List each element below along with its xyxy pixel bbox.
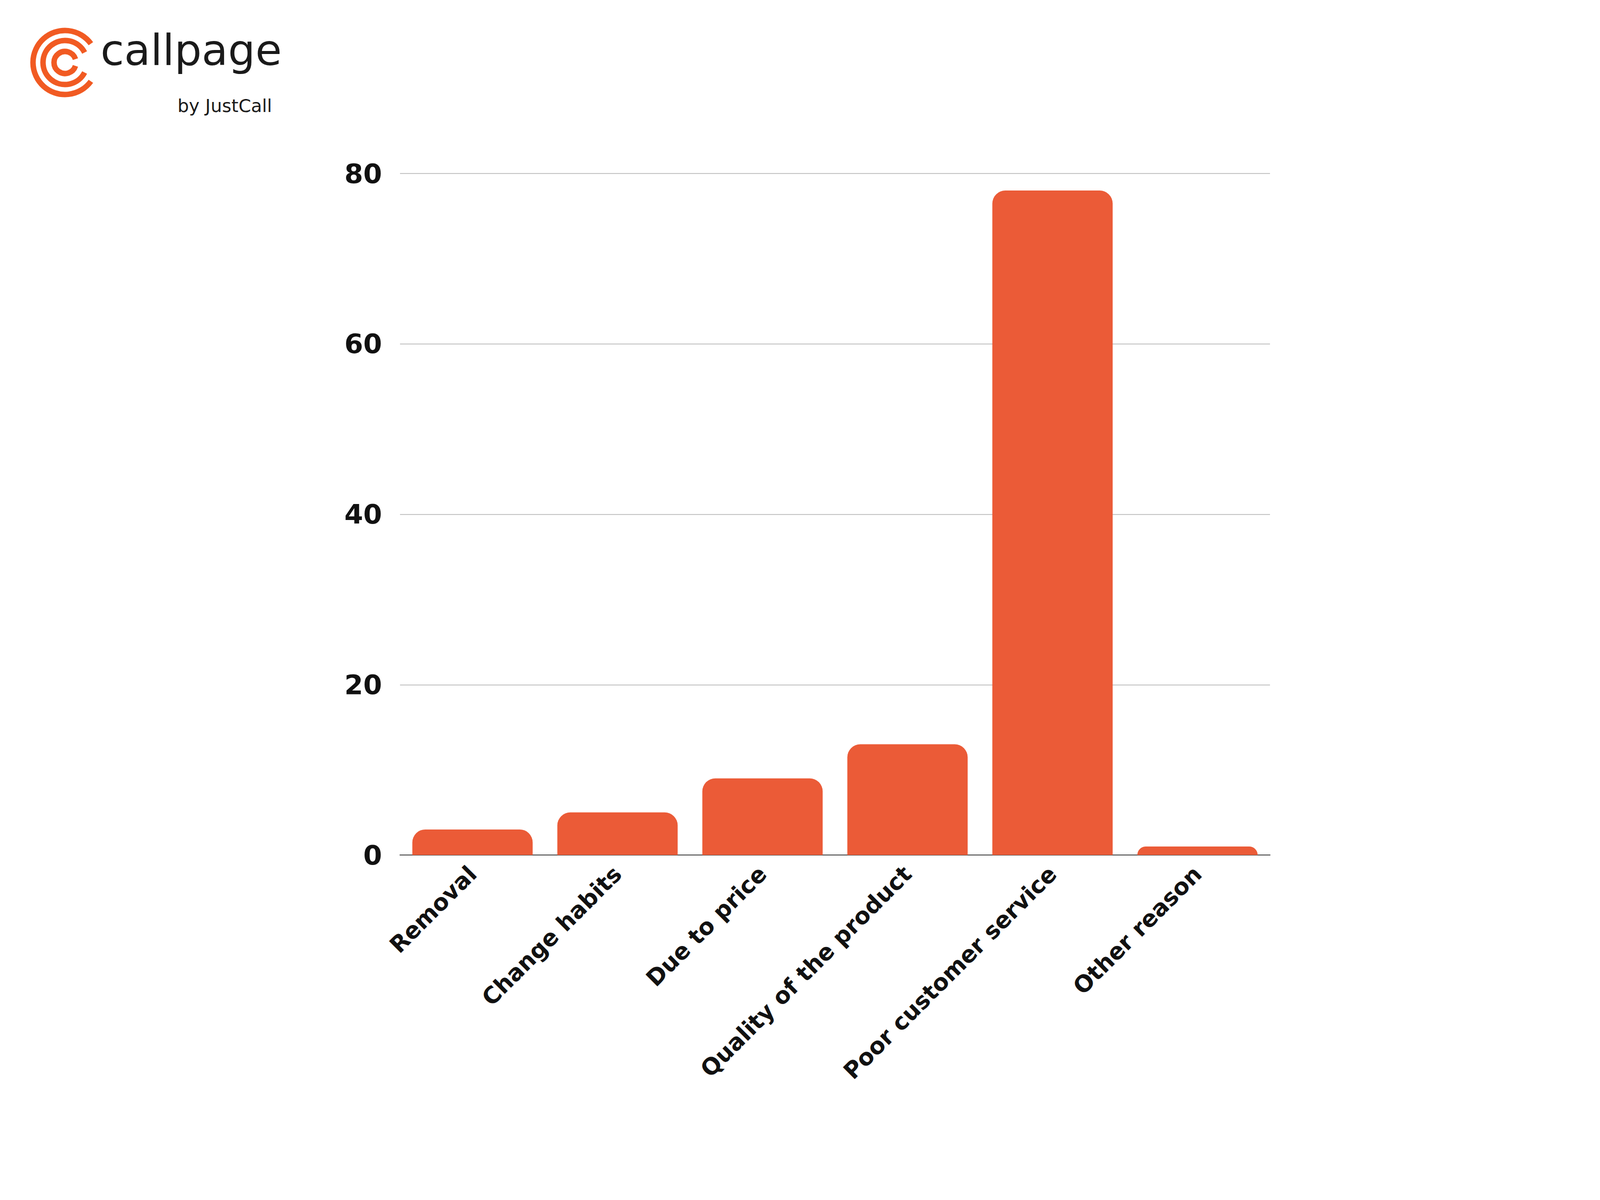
svg-text:0: 0 <box>363 839 382 871</box>
svg-text:60: 60 <box>344 328 382 360</box>
svg-text:20: 20 <box>344 669 382 701</box>
svg-text:Poor customer service: Poor customer service <box>838 860 1062 1085</box>
svg-text:Due to price: Due to price <box>640 860 772 992</box>
svg-text:callpage: callpage <box>100 25 282 75</box>
svg-text:40: 40 <box>344 498 382 530</box>
svg-text:Change habits: Change habits <box>476 860 627 1011</box>
svg-text:80: 80 <box>344 158 382 190</box>
svg-text:Other reason: Other reason <box>1067 860 1207 1000</box>
svg-text:Quality of the product: Quality of the product <box>695 860 918 1083</box>
svg-text:by JustCall: by JustCall <box>177 95 272 116</box>
svg-text:Removal: Removal <box>384 860 482 959</box>
